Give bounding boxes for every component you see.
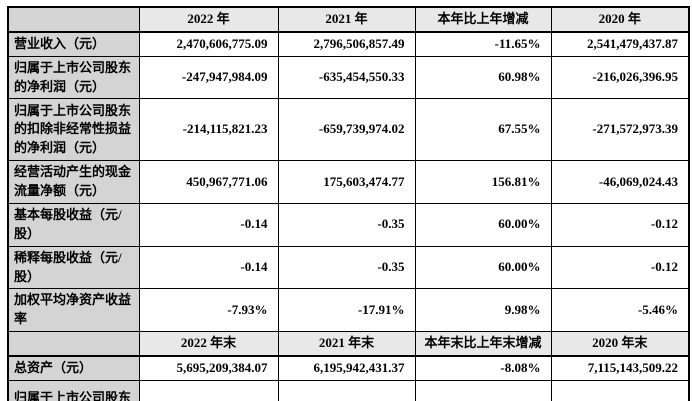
row-label-operating-cash-flow: 经营活动产生的现金流量净额（元） (7, 160, 140, 205)
value-cell: -214,115,821.23 (138, 98, 279, 162)
table-header-row-annual: 2022 年 2021 年 本年比上年增减 2020 年 (7, 6, 690, 33)
col-header-change-end: 本年末比上年末增减 (414, 331, 552, 357)
table-row-diluted-eps: 稀释每股收益（元/股） -0.14 -0.35 60.00% -0.12 (7, 245, 690, 290)
value-cell: 67.55% (414, 98, 552, 162)
col-header-blank (7, 6, 140, 33)
value-cell: 2,796,506,857.49 (277, 31, 416, 57)
value-cell: -5.46% (550, 288, 690, 333)
col-header-change: 本年比上年增减 (414, 6, 552, 33)
value-cell: 60.00% (414, 245, 552, 290)
value-cell: 5,695,209,384.07 (138, 355, 279, 381)
value-cell: -8.08% (414, 355, 552, 381)
value-cell: -216,026,396.95 (550, 55, 690, 100)
col-header-2022-end: 2022 年末 (138, 331, 279, 357)
row-label-diluted-eps: 稀释每股收益（元/股） (7, 245, 140, 290)
row-label-net-profit-deducted: 归属于上市公司股东的扣除非经常性损益的净利润（元） (7, 98, 140, 162)
row-label-net-assets: 归属于上市公司股东的净资产（元） (7, 379, 140, 401)
value-cell: -0.35 (277, 245, 416, 290)
col-header-2021-end: 2021 年末 (277, 331, 416, 357)
row-label-basic-eps: 基本每股收益（元/股） (7, 203, 140, 247)
col-header-2020-end: 2020 年末 (550, 331, 690, 357)
col-header-2020: 2020 年 (550, 6, 690, 33)
value-cell: -247,947,984.09 (138, 55, 279, 100)
table-row-operating-cash-flow: 经营活动产生的现金流量净额（元） 450,967,771.06 175,603,… (7, 160, 690, 205)
table-row-net-assets: 归属于上市公司股东的净资产（元） 3,004,496,940.41 3,251,… (7, 379, 690, 401)
value-cell: 7,115,143,509.22 (550, 355, 690, 381)
value-cell: 175,603,474.77 (277, 160, 416, 205)
table-header-row-year-end: 2022 年末 2021 年末 本年末比上年末增减 2020 年末 (7, 331, 690, 357)
table-row-revenue: 营业收入（元） 2,470,606,775.09 2,796,506,857.4… (7, 31, 690, 57)
value-cell: -7.59% (414, 379, 552, 401)
table-row-weighted-roe: 加权平均净资产收益率 -7.93% -17.91% 9.98% -5.46% (7, 288, 690, 333)
value-cell: -17.91% (277, 288, 416, 333)
value-cell: -659,739,974.02 (277, 98, 416, 162)
col-header-2021: 2021 年 (277, 6, 416, 33)
row-label-total-assets: 总资产（元） (7, 355, 140, 381)
value-cell: 60.98% (414, 55, 552, 100)
value-cell: 60.00% (414, 203, 552, 247)
value-cell: 450,967,771.06 (138, 160, 279, 205)
value-cell: 2,541,479,437.87 (550, 31, 690, 57)
table-row-net-profit-deducted: 归属于上市公司股东的扣除非经常性损益的净利润（元） -214,115,821.2… (7, 98, 690, 162)
value-cell: 3,851,988,149.37 (550, 379, 690, 401)
value-cell: -635,454,550.33 (277, 55, 416, 100)
value-cell: -46,069,024.43 (550, 160, 690, 205)
value-cell: -0.12 (550, 203, 690, 247)
table-row-total-assets: 总资产（元） 5,695,209,384.07 6,195,942,431.37… (7, 355, 690, 381)
value-cell: 3,251,207,974.07 (277, 379, 416, 401)
value-cell: -11.65% (414, 31, 552, 57)
financial-summary-table: 2022 年 2021 年 本年比上年增减 2020 年 营业收入（元） 2,4… (7, 6, 690, 401)
value-cell: -0.35 (277, 203, 416, 247)
col-header-blank (7, 331, 140, 357)
row-label-net-profit: 归属于上市公司股东的净利润（元） (7, 55, 140, 100)
value-cell: -0.12 (550, 245, 690, 290)
value-cell: 3,004,496,940.41 (138, 379, 279, 401)
table-row-basic-eps: 基本每股收益（元/股） -0.14 -0.35 60.00% -0.12 (7, 203, 690, 247)
value-cell: -0.14 (138, 245, 279, 290)
value-cell: -271,572,973.39 (550, 98, 690, 162)
value-cell: -0.14 (138, 203, 279, 247)
value-cell: 9.98% (414, 288, 552, 333)
value-cell: 6,195,942,431.37 (277, 355, 416, 381)
row-label-revenue: 营业收入（元） (7, 31, 140, 57)
value-cell: 2,470,606,775.09 (138, 31, 279, 57)
value-cell: -7.93% (138, 288, 279, 333)
col-header-2022: 2022 年 (138, 6, 279, 33)
row-label-weighted-roe: 加权平均净资产收益率 (7, 288, 140, 333)
table-row-net-profit: 归属于上市公司股东的净利润（元） -247,947,984.09 -635,45… (7, 55, 690, 100)
value-cell: 156.81% (414, 160, 552, 205)
